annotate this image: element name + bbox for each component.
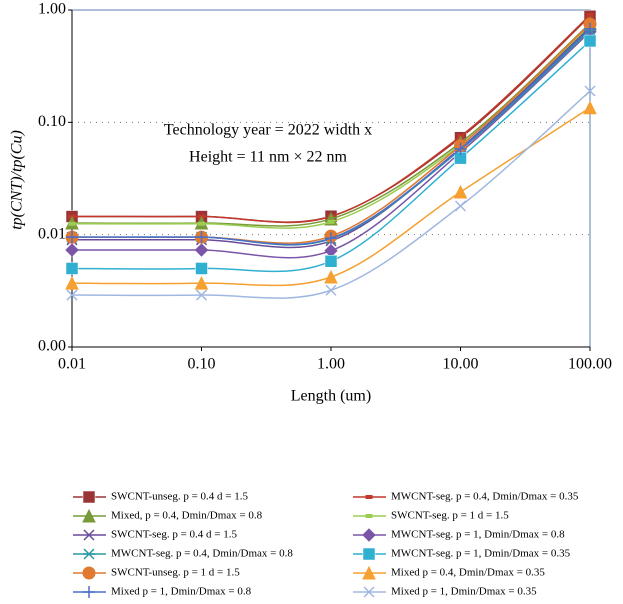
y-tick-label: 0.10 (38, 113, 66, 130)
legend-label: MWCNT-seg. p = 1, Dmin/Dmax = 0.35 (391, 548, 571, 560)
marker (195, 231, 208, 244)
marker (453, 184, 468, 199)
y-axis-label: tp(CNT)/tp(Cu) (9, 130, 26, 230)
marker (584, 22, 596, 35)
marker (194, 276, 209, 290)
marker (195, 289, 208, 301)
marker (583, 34, 597, 48)
legend-marker (82, 490, 96, 504)
legend-marker (83, 548, 95, 560)
legend-marker (362, 528, 376, 542)
marker (324, 254, 338, 268)
legend-marker (363, 586, 375, 598)
marker (66, 231, 78, 244)
series-line (71, 31, 591, 259)
series-line (72, 14, 591, 224)
marker (65, 243, 79, 257)
marker (583, 100, 597, 115)
x-tick-label: 100.00 (568, 356, 612, 373)
legend-label: SWCNT-seg. p = 1 d = 1.5 (391, 510, 509, 522)
y-tick-label: 0.00 (38, 338, 66, 355)
legend-label: Mixed p = 0.4, Dmin/Dmax = 0.35 (391, 567, 545, 579)
marker (65, 262, 79, 275)
marker (324, 243, 338, 258)
legend-marker (365, 495, 373, 499)
legend-label: MWCNT-seg. p = 1, Dmin/Dmax = 0.8 (391, 529, 565, 541)
x-tick-label: 10.00 (443, 356, 479, 373)
marker (454, 142, 467, 155)
marker (325, 284, 337, 296)
legend-marker (362, 565, 376, 580)
series-line (71, 28, 591, 246)
marker (68, 221, 76, 226)
legend-label: MWCNT-seg. p = 0.4, Dmin/Dmax = 0.35 (391, 491, 579, 503)
legend-marker (82, 508, 96, 523)
x-axis-label: Length (um) (291, 388, 371, 405)
legend-marker (83, 586, 95, 598)
legend-label: Mixed, p = 0.4, Dmin/Dmax = 0.8 (111, 510, 263, 522)
legend-marker (82, 566, 96, 580)
legend-marker (362, 547, 376, 561)
marker (454, 200, 467, 212)
marker (324, 269, 338, 284)
legend-label: SWCNT-unseg. p = 1 d = 1.5 (111, 567, 240, 579)
marker (194, 243, 209, 257)
annotation: Technology year = 2022 width x (164, 122, 372, 139)
legend-label: MWCNT-seg. p = 0.4, Dmin/Dmax = 0.8 (111, 548, 293, 560)
legend-marker (365, 514, 373, 518)
annotation: Height = 11 nm × 22 nm (189, 149, 347, 166)
legend-marker (83, 529, 95, 541)
legend-label: SWCNT-unseg. p = 0.4 d = 1.5 (111, 491, 248, 503)
marker (65, 276, 79, 290)
legend-label: SWCNT-seg. p = 0.4 d = 1.5 (111, 529, 237, 541)
y-tick-label: 0.01 (38, 225, 66, 242)
series-line (71, 90, 591, 299)
marker (195, 262, 208, 275)
series-line (71, 25, 591, 229)
marker (586, 13, 594, 18)
plot-frame (71, 9, 591, 348)
marker (327, 219, 335, 224)
marker (584, 85, 596, 97)
legend-label: Mixed p = 1, Dmin/Dmax = 0.35 (391, 586, 537, 598)
y-tick-label: 1.00 (38, 1, 66, 18)
marker (325, 232, 337, 245)
x-tick-label: 1.00 (317, 356, 345, 373)
marker (198, 221, 205, 226)
x-tick-label: 0.01 (58, 356, 86, 373)
legend-label: Mixed p = 1, Dmin/Dmax = 0.8 (111, 586, 252, 598)
marker (66, 289, 78, 301)
series-line (71, 15, 591, 223)
x-tick-label: 0.10 (188, 356, 216, 373)
